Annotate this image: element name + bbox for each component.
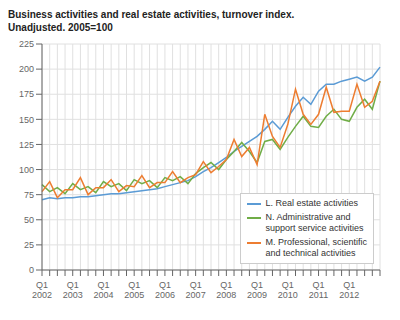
svg-text:Q12003: Q12003 [63,280,83,300]
svg-text:75: 75 [24,190,34,200]
svg-text:225: 225 [19,39,34,49]
svg-text:Q12012: Q12012 [339,280,359,300]
svg-text:200: 200 [19,64,34,74]
svg-text:0: 0 [29,265,34,275]
svg-text:Q12009: Q12009 [247,280,267,300]
svg-text:125: 125 [19,140,34,150]
svg-text:Q12010: Q12010 [278,280,298,300]
svg-text:Q12004: Q12004 [93,280,113,300]
svg-text:25: 25 [24,240,34,250]
svg-text:Q12008: Q12008 [216,280,236,300]
svg-text:175: 175 [19,89,34,99]
svg-text:150: 150 [19,115,34,125]
svg-text:Q12005: Q12005 [124,280,144,300]
svg-text:Q12002: Q12002 [32,280,52,300]
svg-text:Q12006: Q12006 [155,280,175,300]
svg-text:100: 100 [19,165,34,175]
html-text:N. Administrative and support: N. Administrative and support service ac… [265,212,364,233]
svg-text:50: 50 [24,215,34,225]
svg-text:Q12007: Q12007 [186,280,206,300]
html-text:Business activities and real e: Business activities and real estate acti… [8,9,295,33]
html-text:M. Professional, scientific an: M. Professional, scientific and technica… [265,237,367,258]
svg-text:Q12011: Q12011 [309,280,328,300]
html-text:L. Real estate activities: L. Real estate activities [265,198,358,208]
